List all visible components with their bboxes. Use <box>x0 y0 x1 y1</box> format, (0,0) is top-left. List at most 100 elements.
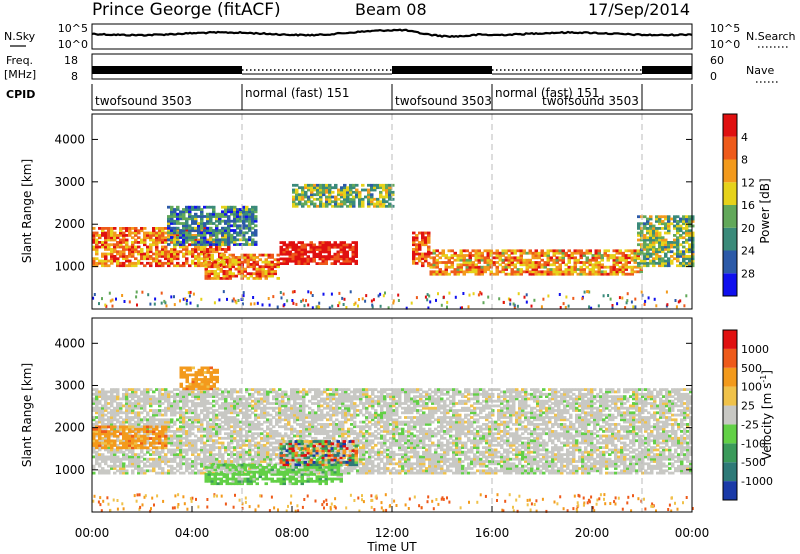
vel-cells-cell <box>224 404 228 408</box>
power-cells-cell <box>444 272 448 276</box>
power-cells-cell <box>391 204 395 208</box>
power-cells-cell <box>558 249 562 253</box>
power-cells-cell <box>194 212 198 216</box>
vel-cells-cell <box>236 425 240 429</box>
power-cells-cell <box>236 215 240 218</box>
power-cells-cell <box>640 231 644 235</box>
power-cells-speck <box>173 303 176 307</box>
power-cells-cell <box>237 272 241 276</box>
freq-bar-2 <box>642 66 692 74</box>
vel-cells-cell <box>191 464 195 468</box>
vel-cells-cell <box>269 455 273 459</box>
power-cells-cell <box>119 241 123 244</box>
power-cells-cell <box>652 227 656 230</box>
vel-cells-cell <box>239 395 243 398</box>
vel-cells-cell <box>296 434 300 438</box>
power-cells-cell <box>254 229 258 232</box>
power-cells-cell <box>321 257 325 261</box>
power-cells-speck <box>572 296 575 300</box>
power-cells-cell <box>421 261 425 265</box>
power-cells-cell <box>691 241 695 244</box>
power-cells-cell <box>237 267 241 271</box>
power-cells-cell <box>655 236 659 240</box>
vel-cells-cell <box>182 397 186 401</box>
vel-cells-cell <box>200 434 204 438</box>
power-cells-cell <box>579 261 583 264</box>
vel-cells-cell <box>278 416 282 419</box>
power-cells-cell <box>388 190 392 194</box>
power-cells-cell <box>349 197 353 201</box>
power-cells-cell <box>176 219 180 223</box>
vel-cells-cell <box>212 423 216 426</box>
vel-cells-cell <box>122 457 126 461</box>
vel-cells-cell <box>236 430 240 433</box>
power-cells-speck <box>358 298 360 301</box>
vel-cells-cell <box>206 423 210 426</box>
vel-cells-cell <box>326 402 330 405</box>
vel-cells-cell <box>185 457 189 461</box>
power-cells-cell <box>507 261 511 264</box>
vel-cells-cell <box>113 450 117 454</box>
power-cells-cell <box>173 226 177 230</box>
power-cells-cell <box>279 262 283 265</box>
power-cells-cell <box>685 250 689 254</box>
vel-cells-cell <box>161 402 165 405</box>
vel-cells-cell <box>194 467 198 470</box>
power-cells-cell <box>264 263 268 266</box>
vel-cells-cell <box>203 430 207 433</box>
power-cells-cell <box>352 183 356 187</box>
power-cells-cell <box>197 255 201 258</box>
power-cells-cell <box>519 270 523 274</box>
vel-cells-cell <box>332 430 336 433</box>
power-cells-cell <box>465 249 469 253</box>
vel-cells-cell <box>167 427 171 431</box>
power-cells-cell <box>234 274 238 278</box>
vel-cells-cell <box>230 418 234 422</box>
power-cells-cell <box>364 195 368 199</box>
power-cells-cell <box>640 222 644 226</box>
vel-cells-cell <box>266 390 270 394</box>
power-cells-cell <box>248 236 252 239</box>
vel-cells-cell <box>311 409 315 412</box>
power-cells-cell <box>534 251 538 255</box>
power-cells-cell <box>421 236 425 240</box>
power-cells-cell <box>273 258 277 262</box>
power-cells-cell <box>531 263 535 267</box>
vel-cells-cell <box>239 402 243 405</box>
power-cells-cell <box>504 272 508 276</box>
power-cells-cell <box>421 257 425 261</box>
vel-cells-cell <box>122 423 126 426</box>
vel-cells-cell <box>140 471 144 475</box>
power-cells-cell <box>427 236 431 240</box>
power-cells-cell <box>204 267 208 271</box>
power-cells-speck <box>338 301 341 305</box>
power-cells-cell <box>621 270 625 274</box>
vel-cells-cell <box>212 455 216 459</box>
vel-cells-cell <box>182 413 186 417</box>
power-cells-cell <box>207 253 211 257</box>
power-cells-cell <box>164 248 168 251</box>
power-cells-cell <box>591 272 595 276</box>
vel-cells-cell <box>164 420 168 424</box>
power-cells-cell <box>621 265 625 269</box>
power-cells-cell <box>230 240 234 244</box>
power-cells-cell <box>670 259 674 263</box>
power-cells-cell <box>170 215 174 218</box>
power-cells-cell <box>561 272 565 276</box>
vel-cells-cell <box>143 388 147 391</box>
vel-cells-cell <box>329 399 333 403</box>
power-cells-cell <box>161 255 165 258</box>
power-cells-cell <box>95 234 99 237</box>
power-cells-cell <box>191 215 195 218</box>
vel-cells-cell <box>293 409 297 412</box>
vel-cells-cell <box>281 392 285 396</box>
power-cells-speck <box>337 304 340 308</box>
vel-cells-cell <box>131 406 135 410</box>
power-cells-speck <box>468 293 471 297</box>
vel-cells-cell <box>146 395 150 398</box>
vel-cells-cell <box>257 425 261 429</box>
power-cells-cell <box>667 224 671 228</box>
vel-cells-cell <box>242 397 246 401</box>
vel-cells-cell <box>104 455 108 459</box>
